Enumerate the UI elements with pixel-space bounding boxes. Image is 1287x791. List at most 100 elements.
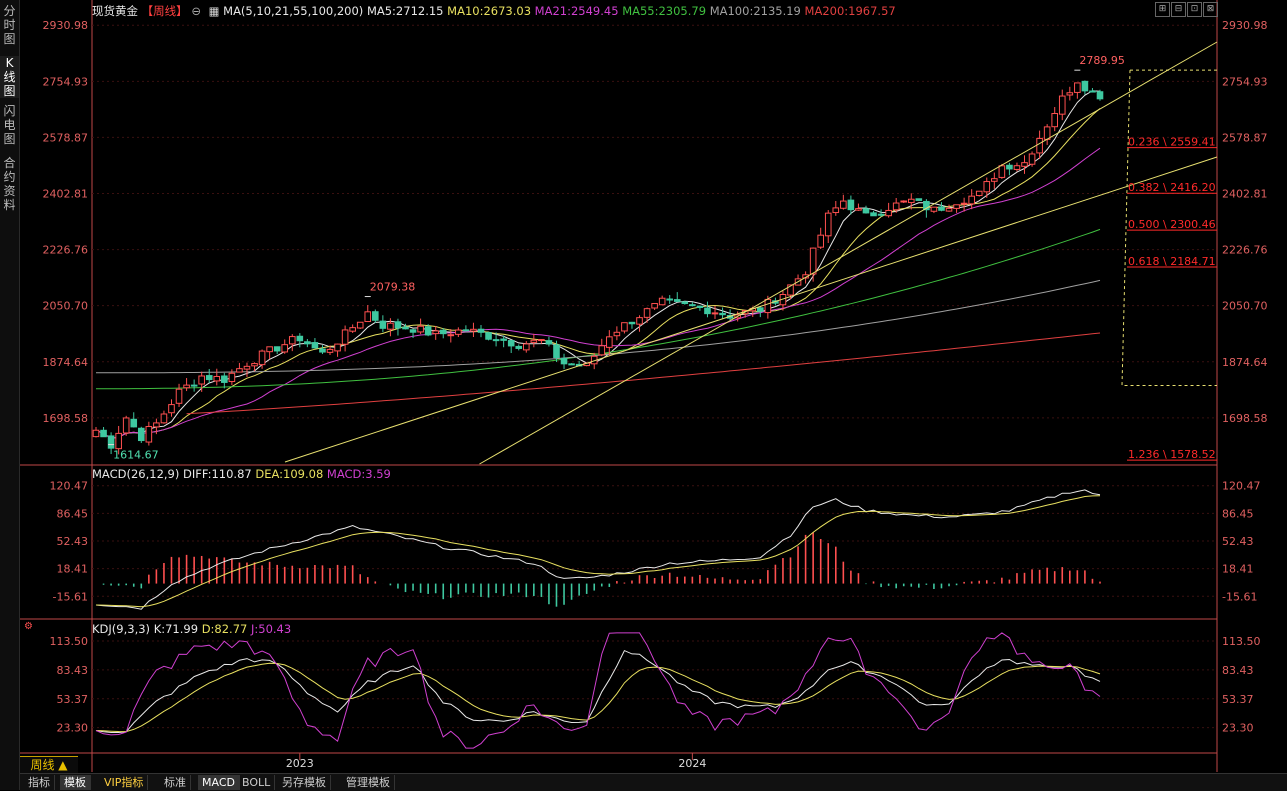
candle-body-54: [500, 338, 507, 341]
bottom-toolbar: 指标 模板 VIP指标 标准 MACD BOLL 另存模板 管理模板: [20, 773, 1287, 791]
candle-body-6: [137, 427, 145, 442]
candle-body-129: [1066, 92, 1074, 96]
annotation-high-1: 2079.38: [370, 281, 416, 294]
indicator-settings-icon[interactable]: ⚙: [24, 621, 33, 632]
price-tick-right-2: 2578.87: [1222, 131, 1268, 144]
macd-tick-left-2: 52.43: [57, 535, 89, 548]
trendline-steep: [479, 41, 1218, 465]
candle-body-114: [953, 204, 960, 209]
macd-tick-right-2: 52.43: [1222, 535, 1254, 548]
fib-level-label-1: 0.382 \ 2416.20: [1128, 181, 1216, 194]
window-button-1[interactable]: ⊞: [1155, 2, 1170, 17]
kdj-tick-left-1: 83.43: [57, 664, 89, 677]
side-tab-flash[interactable]: 闪电图: [3, 104, 16, 146]
side-tab-kline[interactable]: K线图: [0, 56, 19, 98]
candle-body-53: [492, 339, 500, 342]
candle-body-37: [372, 311, 379, 321]
candle-body-17: [221, 375, 228, 383]
candle-body-89: [764, 298, 772, 314]
candle-body-44: [424, 326, 432, 336]
candle-body-3: [115, 432, 122, 450]
ma-value-3: MA55:2305.79: [622, 4, 710, 18]
fib-level-label-3: 0.618 \ 2184.71: [1128, 255, 1216, 268]
window-button-4[interactable]: ⊠: [1203, 2, 1218, 17]
instrument-title: 现货黄金: [92, 4, 138, 18]
macd-tick-left-3: 18.41: [57, 563, 89, 576]
candle-body-77: [673, 299, 681, 302]
candle-body-113: [945, 207, 953, 212]
tab-vip-indicator[interactable]: VIP指标: [100, 775, 149, 790]
ma-settings-icon[interactable]: ⊖: [191, 4, 201, 18]
candle-body-39: [387, 322, 394, 330]
price-tick-right-0: 2930.98: [1222, 19, 1268, 32]
candle-body-75: [658, 297, 666, 306]
candle-body-45: [432, 330, 439, 335]
candle-body-78: [681, 301, 689, 305]
macd-tick-left-4: -15.61: [53, 590, 88, 603]
side-tab-timeshare[interactable]: 分时图: [3, 4, 16, 46]
candle-body-9: [160, 413, 168, 424]
candle-body-98: [832, 207, 840, 214]
candle-body-14: [198, 375, 205, 385]
candle-body-102: [862, 208, 870, 214]
candle-body-72: [636, 317, 643, 325]
ma100-line: [96, 279, 1101, 374]
period-selector[interactable]: 周线 ▲: [20, 756, 78, 773]
macd-value-2: MACD:3.59: [326, 467, 391, 481]
price-tick-left-5: 2050.70: [43, 300, 89, 313]
window-button-3[interactable]: ⊡: [1187, 2, 1202, 17]
kdj-tick-left-0: 113.50: [50, 635, 89, 648]
candle-body-131: [1081, 80, 1089, 92]
candle-body-117: [975, 190, 983, 197]
candle-body-12: [183, 384, 190, 389]
tab-standard[interactable]: 标准: [160, 775, 191, 790]
price-tick-left-3: 2402.81: [43, 188, 89, 201]
ma-toggle-icon[interactable]: ▦: [208, 4, 220, 18]
candle-body-103: [870, 212, 877, 217]
ma-value-2: MA21:2549.45: [534, 4, 623, 18]
price-tick-right-3: 2402.81: [1222, 188, 1268, 201]
candle-body-116: [968, 195, 975, 205]
candle-body-61: [553, 344, 560, 358]
annotation-low-2: 1614.67: [113, 449, 159, 462]
candle-body-125: [1036, 137, 1043, 154]
candle-body-58: [530, 339, 538, 343]
candle-body-101: [855, 208, 862, 211]
candle-body-30: [319, 348, 326, 353]
tab-boll[interactable]: BOLL: [238, 775, 276, 790]
candle-body-97: [824, 212, 832, 237]
kdj-tick-right-2: 53.37: [1222, 693, 1254, 706]
candle-body-109: [915, 198, 923, 201]
candle-body-70: [621, 322, 628, 332]
ma21-line: [95, 147, 1101, 439]
candle-body-118: [983, 181, 991, 193]
candle-body-119: [991, 178, 998, 182]
candle-body-7: [145, 426, 153, 443]
ma-value-5: MA200:1967.57: [804, 4, 896, 18]
kdj-d-line: [95, 662, 1101, 733]
trendline-long: [284, 156, 1218, 463]
side-tab-contract-info[interactable]: 合约资料: [3, 156, 16, 212]
macd-tick-right-4: -15.61: [1222, 590, 1257, 603]
tab-save-template[interactable]: 另存模板: [278, 775, 331, 790]
candle-body-57: [522, 343, 530, 351]
fib-level-label-4: 1.236 \ 1578.52: [1128, 448, 1216, 461]
price-tick-right-6: 1874.64: [1222, 356, 1268, 369]
candle-body-31: [326, 348, 334, 353]
macd-tick-right-3: 18.41: [1222, 563, 1254, 576]
candle-body-13: [190, 384, 198, 387]
macd-dea-line: [95, 495, 1101, 608]
tab-manage-template[interactable]: 管理模板: [342, 775, 395, 790]
candle-body-59: [538, 339, 545, 342]
candle-body-128: [1058, 95, 1066, 115]
candle-body-112: [938, 206, 945, 211]
tab-indicator[interactable]: 指标: [24, 775, 55, 790]
tab-template[interactable]: 模板: [60, 775, 91, 790]
candle-body-56: [515, 345, 523, 349]
kdj-value-0: K:71.99: [153, 622, 202, 636]
tab-macd[interactable]: MACD: [198, 775, 240, 790]
candle-body-0: [92, 429, 100, 438]
candle-body-115: [960, 202, 968, 205]
window-button-2[interactable]: ⊟: [1171, 2, 1186, 17]
